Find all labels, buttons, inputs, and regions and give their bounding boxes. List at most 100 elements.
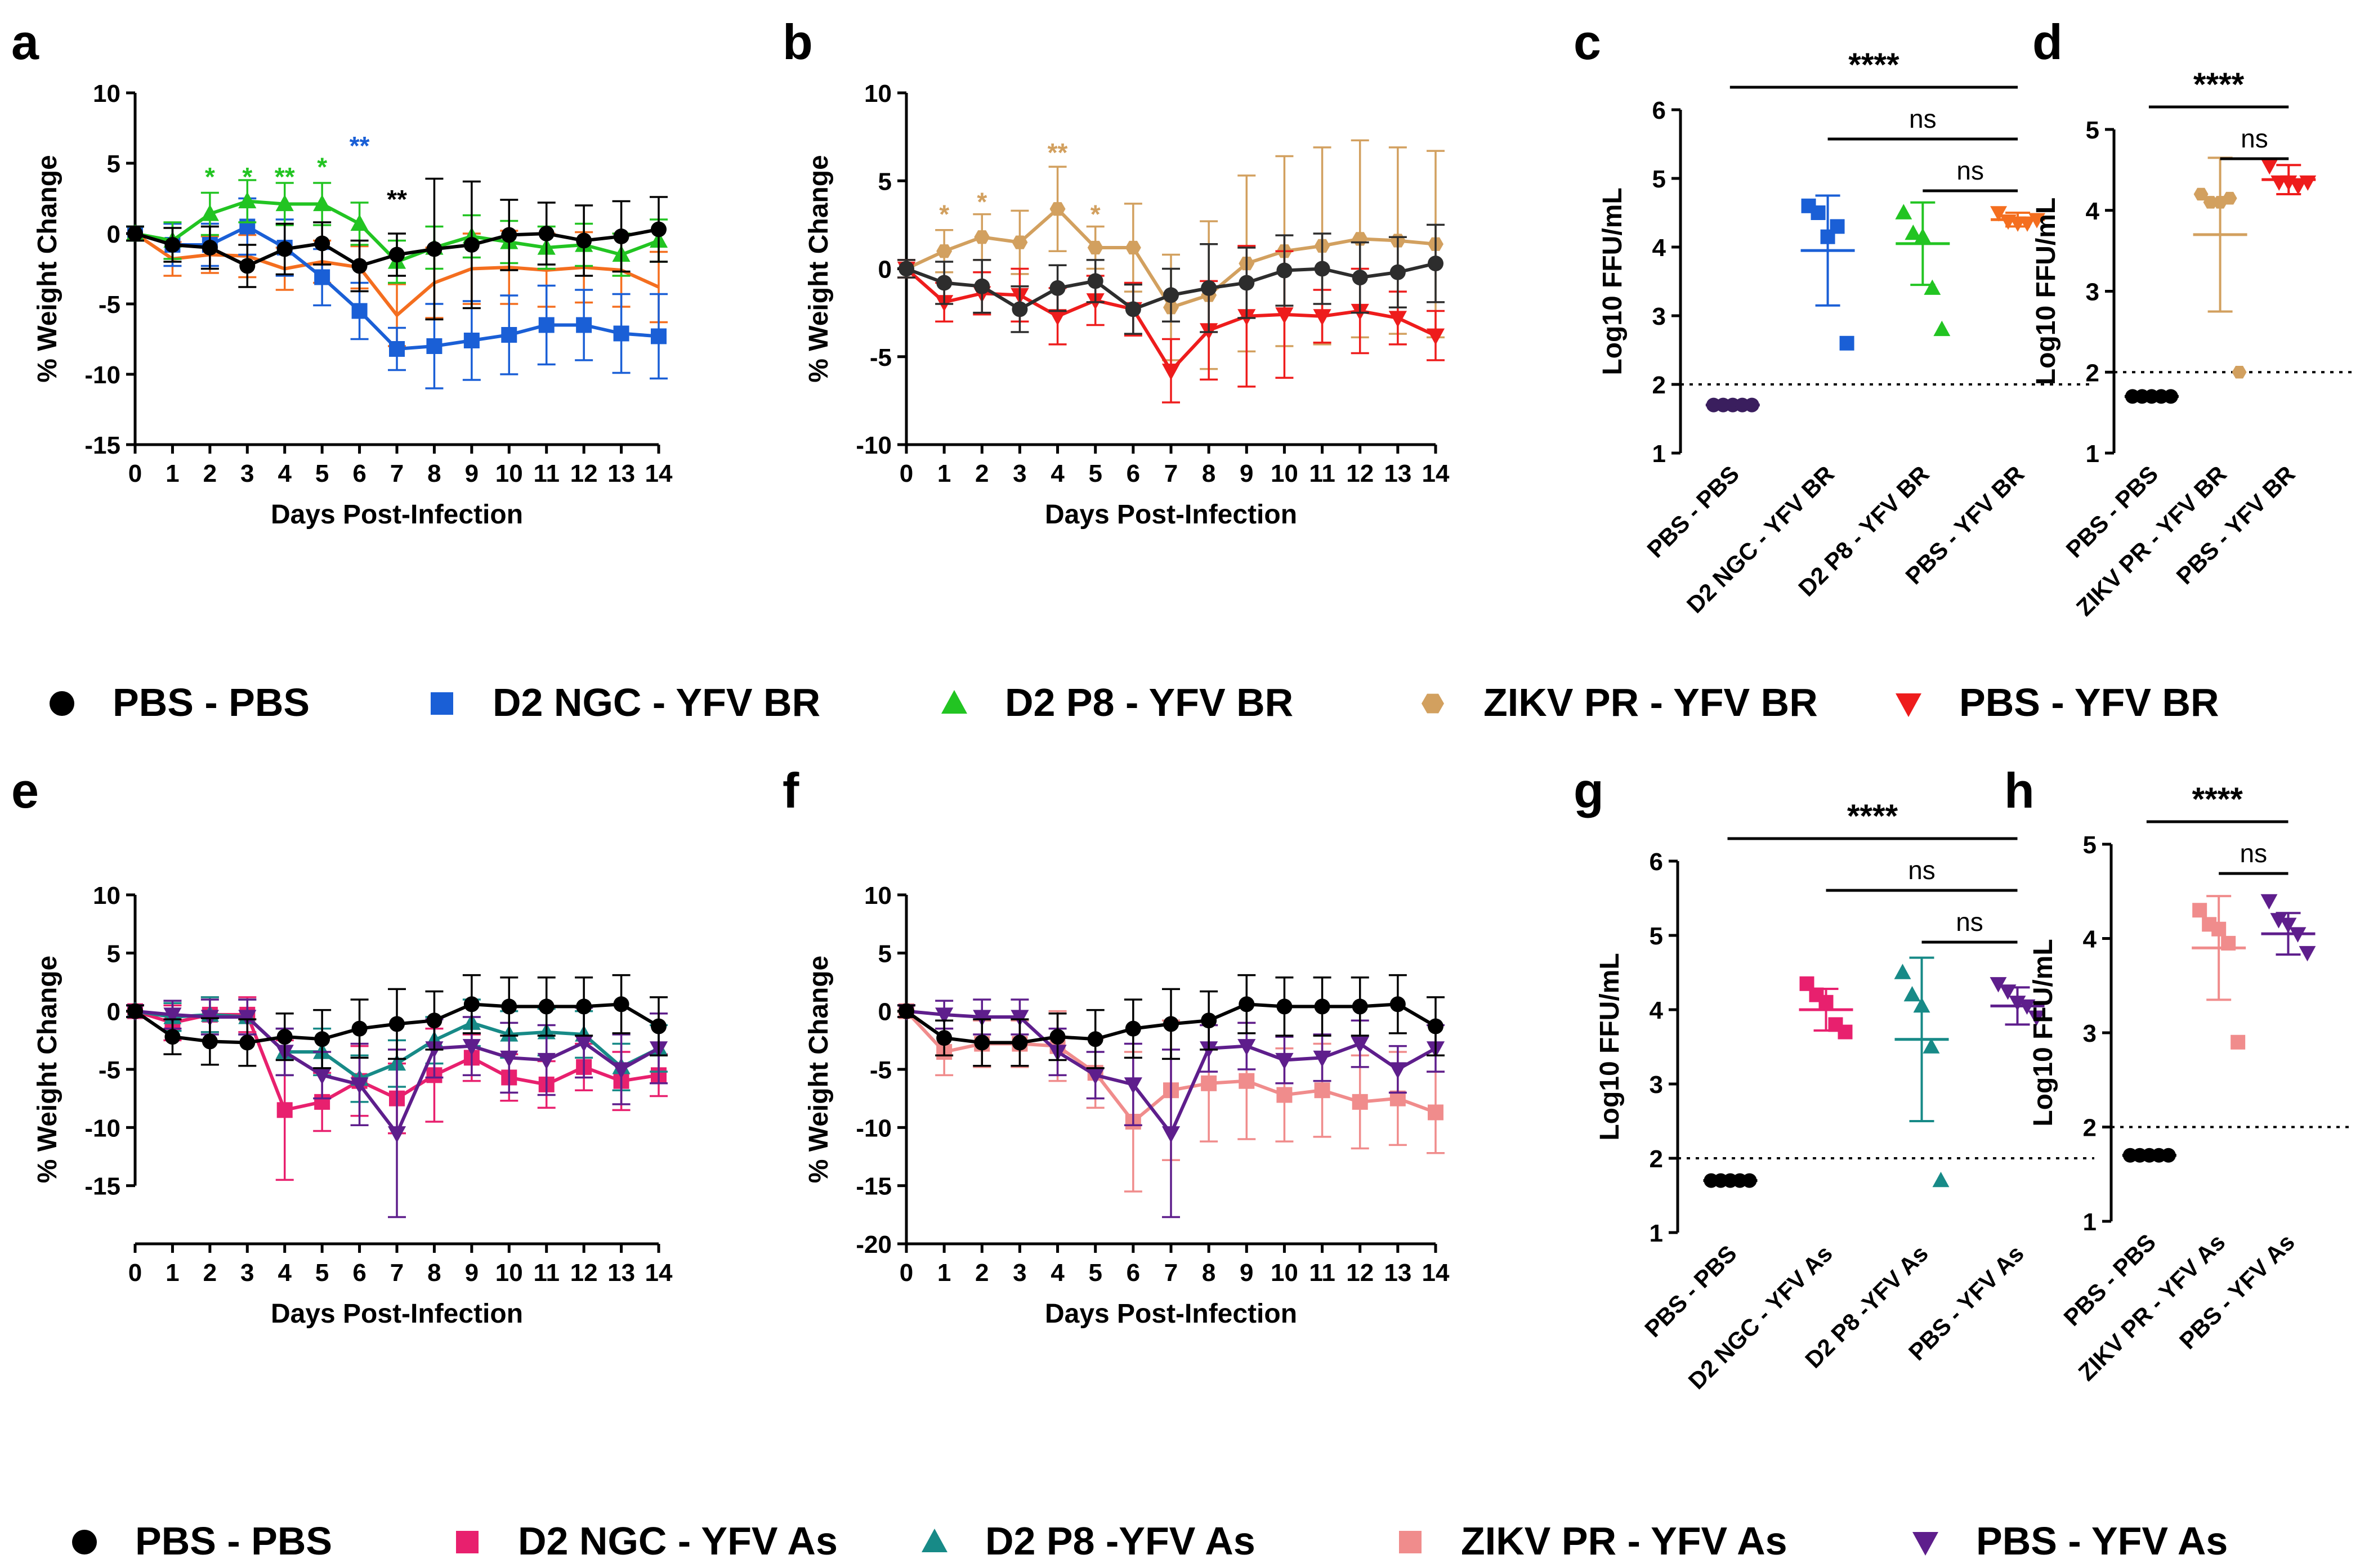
data-point xyxy=(538,317,555,333)
data-point xyxy=(276,241,293,257)
legend-label: D2 NGC - YFV BR xyxy=(493,680,820,724)
y-tick-label: 0 xyxy=(107,221,120,248)
data-point xyxy=(276,1029,293,1045)
data-point xyxy=(164,237,181,253)
legend-label: ZIKV PR - YFV BR xyxy=(1483,680,1818,724)
y-tick-label: -10 xyxy=(84,361,120,389)
x-tick-label: 13 xyxy=(1384,460,1411,487)
data-point xyxy=(1990,206,2008,222)
data-point xyxy=(1905,225,1922,240)
legend-marker xyxy=(431,692,453,715)
data-point xyxy=(1313,309,1331,326)
data-point xyxy=(538,226,555,241)
y-tick-label: -15 xyxy=(84,1173,120,1200)
data-point xyxy=(1124,1077,1142,1094)
x-tick-label: 7 xyxy=(1164,1259,1178,1287)
data-point xyxy=(1087,273,1103,289)
data-point xyxy=(1201,280,1217,296)
data-point xyxy=(2260,894,2278,910)
data-point xyxy=(2270,913,2287,929)
significance-marker: * xyxy=(317,153,327,182)
y-tick-label: 5 xyxy=(107,150,120,178)
y-tick-label: -15 xyxy=(84,432,120,459)
panel-label: b xyxy=(783,14,813,70)
data-point xyxy=(314,269,330,285)
data-point xyxy=(1932,1172,1950,1188)
significance-marker: * xyxy=(977,187,987,216)
series-pbs-pbs xyxy=(897,974,1445,1069)
y-tick-label: 6 xyxy=(1650,848,1663,876)
series-pbs-pbs xyxy=(897,223,1445,335)
legend-item: PBS - PBS xyxy=(72,1519,332,1563)
x-tick-label: 4 xyxy=(278,460,292,487)
y-tick-label: 3 xyxy=(2086,279,2099,306)
y-tick-label: 0 xyxy=(107,998,120,1026)
data-point xyxy=(1313,1050,1331,1068)
x-tick-label: 9 xyxy=(1240,1259,1253,1287)
y-tick-label: 0 xyxy=(878,998,892,1026)
y-axis-label: Log10 FFU/mL xyxy=(2031,198,2061,385)
y-tick-label: -5 xyxy=(99,291,120,319)
x-tick-label: 13 xyxy=(607,460,635,487)
data-point xyxy=(314,235,330,252)
x-tick-label: 13 xyxy=(1384,1259,1411,1287)
data-point xyxy=(239,1034,256,1051)
data-point xyxy=(1163,1016,1179,1032)
y-axis-label: Log10 FFU/mL xyxy=(1595,953,1625,1140)
legend-item: PBS - YFV BR xyxy=(1896,680,2219,724)
y-tick-label: 2 xyxy=(2083,1114,2097,1142)
significance-marker: ** xyxy=(275,162,295,191)
data-point xyxy=(1276,998,1293,1015)
data-point xyxy=(1389,264,1406,280)
data-point xyxy=(1428,256,1443,272)
y-tick-label: -10 xyxy=(856,432,892,459)
data-point xyxy=(389,341,405,357)
significance-marker: ** xyxy=(1048,138,1068,167)
data-point xyxy=(576,998,592,1015)
data-point xyxy=(1049,202,1066,216)
y-tick-label: -10 xyxy=(84,1114,120,1142)
y-tick-label: 5 xyxy=(1650,922,1663,950)
data-point xyxy=(1903,986,1921,1002)
y-tick-label: -5 xyxy=(870,344,892,371)
legend-label: PBS - PBS xyxy=(113,680,310,724)
legend-item: D2 P8 - YFV BR xyxy=(941,680,1293,724)
x-tick-label: 10 xyxy=(1271,460,1298,487)
data-point xyxy=(2222,191,2237,205)
x-tick-label: 12 xyxy=(1346,460,1374,487)
y-axis-label: Log10 FFU/mL xyxy=(2028,939,2058,1126)
data-point xyxy=(1830,219,1845,234)
x-tick-label: 1 xyxy=(937,1259,951,1287)
data-point xyxy=(351,1020,368,1037)
x-axis-label: Days Post-Infection xyxy=(271,1299,523,1329)
y-tick-label: -15 xyxy=(856,1173,892,1200)
legend-legend_top: PBS - PBS D2 NGC - YFV BR D2 P8 - YFV BR ZI… xyxy=(50,680,2219,724)
panel-label: a xyxy=(11,14,39,70)
x-tick-label: 14 xyxy=(1422,1259,1450,1287)
data-point xyxy=(1933,320,1951,337)
data-point xyxy=(239,258,256,274)
x-tick-label: 6 xyxy=(352,460,366,487)
x-tick-label: 2 xyxy=(203,1259,217,1287)
data-point xyxy=(613,229,629,244)
data-point xyxy=(1894,964,1911,979)
x-tick-label: 7 xyxy=(390,1259,404,1287)
significance-label: ns xyxy=(1956,907,1983,937)
data-point xyxy=(1428,1104,1443,1121)
significance-marker: * xyxy=(1090,199,1101,229)
y-tick-label: -5 xyxy=(870,1056,892,1084)
significance-label: ns xyxy=(2241,124,2268,153)
x-tick-label: 10 xyxy=(1271,1259,1298,1287)
data-point xyxy=(1276,1087,1293,1103)
series-pbs-pbs xyxy=(126,974,668,1069)
y-tick-label: 6 xyxy=(1652,97,1666,124)
x-tick-label: 12 xyxy=(1346,1259,1374,1287)
x-tick-label: 3 xyxy=(1013,1259,1026,1287)
x-tick-label: 11 xyxy=(1309,460,1335,487)
significance-marker: * xyxy=(939,199,949,229)
data-point xyxy=(163,1007,182,1024)
